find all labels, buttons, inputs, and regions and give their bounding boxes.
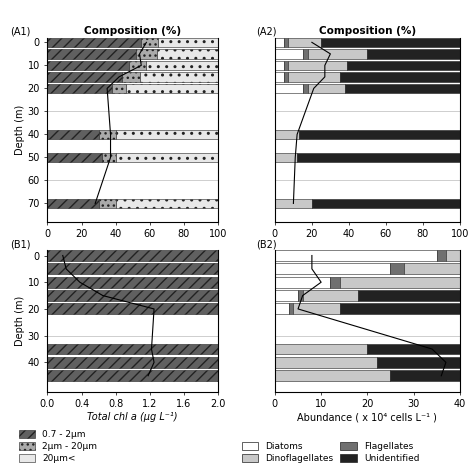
Bar [275, 61, 284, 70]
Bar [275, 277, 330, 288]
Bar [99, 199, 116, 208]
Bar [298, 290, 302, 301]
Y-axis label: Depth (m): Depth (m) [15, 296, 25, 346]
Bar [146, 61, 218, 70]
Bar [47, 250, 474, 261]
Bar [288, 72, 339, 82]
Bar [391, 263, 404, 274]
Title: Composition (%): Composition (%) [84, 25, 181, 35]
Bar [47, 357, 474, 368]
Bar [284, 72, 288, 82]
Bar [275, 153, 297, 162]
Bar [275, 370, 391, 381]
Bar [367, 49, 460, 59]
Bar [293, 303, 339, 314]
Legend: 0.7 - 2μm, 2μm - 20μm, 20μm<: 0.7 - 2μm, 2μm - 20μm, 20μm< [19, 430, 97, 463]
Bar [158, 38, 218, 47]
Bar [321, 38, 460, 47]
Bar [156, 49, 218, 59]
Bar [47, 84, 112, 93]
Bar [47, 370, 474, 381]
Bar [275, 303, 289, 314]
Bar [308, 49, 367, 59]
Bar [47, 72, 122, 82]
Bar [47, 153, 102, 162]
Bar [302, 290, 358, 301]
Text: (A2): (A2) [256, 26, 277, 36]
Bar [275, 357, 376, 368]
Bar [47, 199, 99, 208]
Bar [302, 84, 308, 93]
Bar [275, 84, 302, 93]
Bar [339, 72, 460, 82]
Bar [47, 49, 136, 59]
Bar [308, 84, 345, 93]
Bar [47, 130, 99, 139]
Bar [404, 263, 474, 274]
Bar [347, 61, 460, 70]
Bar [339, 277, 474, 288]
Bar [288, 61, 347, 70]
Bar [47, 61, 129, 70]
Bar [122, 72, 139, 82]
Y-axis label: Depth (m): Depth (m) [15, 105, 25, 155]
Bar [47, 290, 474, 301]
Bar [275, 344, 367, 354]
Bar [299, 130, 460, 139]
Bar [437, 250, 446, 261]
X-axis label: Abundance ( x 10⁴ cells L⁻¹ ): Abundance ( x 10⁴ cells L⁻¹ ) [297, 412, 438, 422]
Bar [284, 38, 288, 47]
Bar [47, 303, 474, 314]
Bar [367, 344, 474, 354]
Bar [116, 153, 218, 162]
Bar [116, 130, 218, 139]
Bar [288, 38, 321, 47]
Bar [312, 199, 460, 208]
Bar [47, 344, 474, 354]
Text: (B2): (B2) [256, 239, 277, 249]
Bar [116, 199, 218, 208]
Bar [446, 250, 474, 261]
Bar [112, 84, 126, 93]
Bar [275, 130, 299, 139]
Text: (B1): (B1) [10, 239, 30, 249]
Bar [275, 263, 391, 274]
Text: (A1): (A1) [10, 26, 30, 36]
Bar [141, 38, 158, 47]
X-axis label: Total chl a (μg L⁻¹): Total chl a (μg L⁻¹) [88, 412, 178, 422]
Bar [129, 61, 146, 70]
Bar [275, 38, 284, 47]
Bar [339, 303, 474, 314]
Bar [284, 61, 288, 70]
Bar [275, 290, 298, 301]
Bar [47, 263, 474, 274]
Bar [99, 130, 116, 139]
Bar [136, 49, 156, 59]
Bar [297, 153, 460, 162]
Bar [139, 72, 218, 82]
Bar [47, 38, 141, 47]
Bar [391, 370, 474, 381]
Title: Composition (%): Composition (%) [319, 25, 416, 35]
Bar [275, 72, 284, 82]
Bar [302, 49, 308, 59]
Bar [358, 290, 474, 301]
Bar [102, 153, 116, 162]
Bar [275, 250, 437, 261]
Legend: Diatoms, Dinoflagellates, Flagellates, Unidentified: Diatoms, Dinoflagellates, Flagellates, U… [242, 442, 419, 463]
Bar [345, 84, 460, 93]
Bar [275, 199, 312, 208]
Bar [376, 357, 474, 368]
Bar [126, 84, 218, 93]
Bar [289, 303, 293, 314]
Bar [47, 277, 474, 288]
Bar [330, 277, 339, 288]
Bar [275, 49, 302, 59]
